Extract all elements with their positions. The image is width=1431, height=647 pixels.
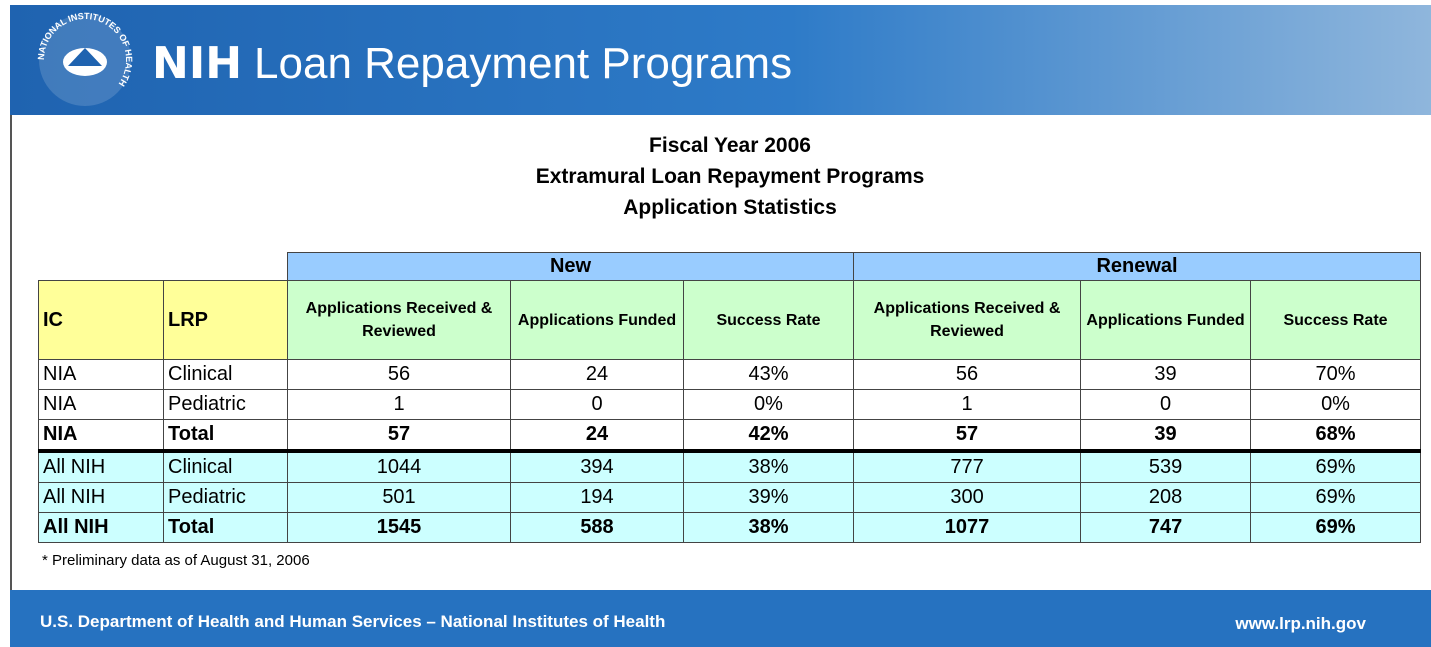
cell: 0: [1080, 389, 1252, 420]
cell: 394: [510, 450, 684, 483]
column-header: Applications Funded: [1080, 280, 1252, 360]
cell: 57: [287, 419, 511, 453]
heading: Fiscal Year 2006 Extramural Loan Repayme…: [330, 130, 1130, 223]
cell: All NIH: [38, 482, 164, 513]
cell: 1: [853, 389, 1082, 420]
data-row: All NIH Total 1545 588 38% 1077 747 69%: [38, 512, 1422, 543]
column-header: Success Rate: [1250, 280, 1422, 360]
group-header: Renewal: [853, 252, 1422, 281]
heading-line: Extramural Loan Repayment Programs: [535, 165, 925, 188]
blank-cell: [39, 253, 288, 281]
cell: 42%: [682, 419, 855, 453]
cell: 38%: [682, 512, 855, 543]
cell: Pediatric: [163, 482, 288, 513]
cell: All NIH: [38, 512, 164, 543]
cell: NIA: [38, 389, 164, 420]
cell: 1077: [853, 512, 1082, 543]
cell: 38%: [682, 450, 855, 483]
cell: NIA: [38, 419, 164, 453]
cell: 1044: [287, 450, 511, 483]
cell: 1: [287, 389, 511, 420]
border: [10, 115, 12, 590]
cell: 777: [853, 450, 1082, 483]
footnote: * Preliminary data as of August 31, 2006: [42, 552, 310, 569]
cell: 208: [1080, 482, 1252, 513]
cell: 70%: [1250, 359, 1422, 390]
cell: 1545: [287, 512, 511, 543]
title: Loan Repayment Programs: [254, 39, 793, 88]
cell: All NIH: [38, 450, 164, 483]
column-header: Applications Funded: [510, 280, 684, 360]
cell: 300: [853, 482, 1082, 513]
cell: Total: [163, 419, 288, 453]
cell: 0%: [682, 389, 855, 420]
column-header: Applications Received & Reviewed: [287, 280, 511, 360]
cell: 69%: [1250, 512, 1422, 543]
cell: Pediatric: [163, 389, 288, 420]
cell: 24: [510, 359, 684, 390]
heading-line: Fiscal Year 2006: [649, 134, 811, 157]
header-row: IC LRP Applications Received & Reviewed App…: [38, 280, 1422, 360]
column-header: LRP: [163, 280, 288, 360]
group-header: New: [286, 252, 855, 281]
cell: 56: [287, 359, 511, 390]
column-header: IC: [38, 280, 164, 360]
data-row: All NIH Pediatric 501 194 39% 300 208 69%: [38, 482, 1422, 513]
header-band: [10, 5, 1431, 115]
data-row: All NIH Clinical 1044 394 38% 777 539 69%: [38, 450, 1422, 483]
cell: 39: [1080, 419, 1252, 453]
cell: 39: [1080, 359, 1252, 390]
cell: Clinical: [163, 450, 288, 483]
cell: 588: [510, 512, 684, 543]
cell: NIA: [38, 359, 164, 390]
cell: 43%: [682, 359, 855, 390]
header-title: NIH Loan Repayment Programs: [152, 38, 792, 89]
logo: NATIONAL INSTITUTES OF HEALTH: [36, 11, 134, 106]
group-row: New Renewal: [39, 252, 1422, 281]
cell: 39%: [682, 482, 855, 513]
cell: 194: [510, 482, 684, 513]
stats-table: New Renewal IC LRP Applications Received & R…: [38, 252, 1422, 543]
data-row: NIA Clinical 56 24 43% 56 39 70%: [38, 359, 1422, 390]
footer-url: www.lrp.nih.gov: [1235, 614, 1366, 633]
cell: 0: [510, 389, 684, 420]
heading-line: Application Statistics: [623, 196, 837, 219]
cell: 69%: [1250, 482, 1422, 513]
cell: 57: [853, 419, 1082, 453]
cell: 56: [853, 359, 1082, 390]
cell: 69%: [1250, 450, 1422, 483]
cell: Clinical: [163, 359, 288, 390]
data-row: NIA Pediatric 1 0 0% 1 0 0%: [38, 389, 1422, 420]
cell: 0%: [1250, 389, 1422, 420]
data-row: NIA Total 57 24 42% 57 39 68%: [38, 419, 1422, 453]
cell: 501: [287, 482, 511, 513]
cell: 747: [1080, 512, 1252, 543]
footer-left: U.S. Department of Health and Human Serv…: [40, 612, 666, 631]
cell: 539: [1080, 450, 1252, 483]
cell: 24: [510, 419, 684, 453]
footer-band: U.S. Department of Health and Human Serv…: [10, 590, 1431, 647]
brand: NIH: [152, 38, 243, 89]
column-header: Applications Received & Reviewed: [853, 280, 1082, 360]
cell: 68%: [1250, 419, 1422, 453]
column-header: Success Rate: [682, 280, 855, 360]
cell: Total: [163, 512, 288, 543]
